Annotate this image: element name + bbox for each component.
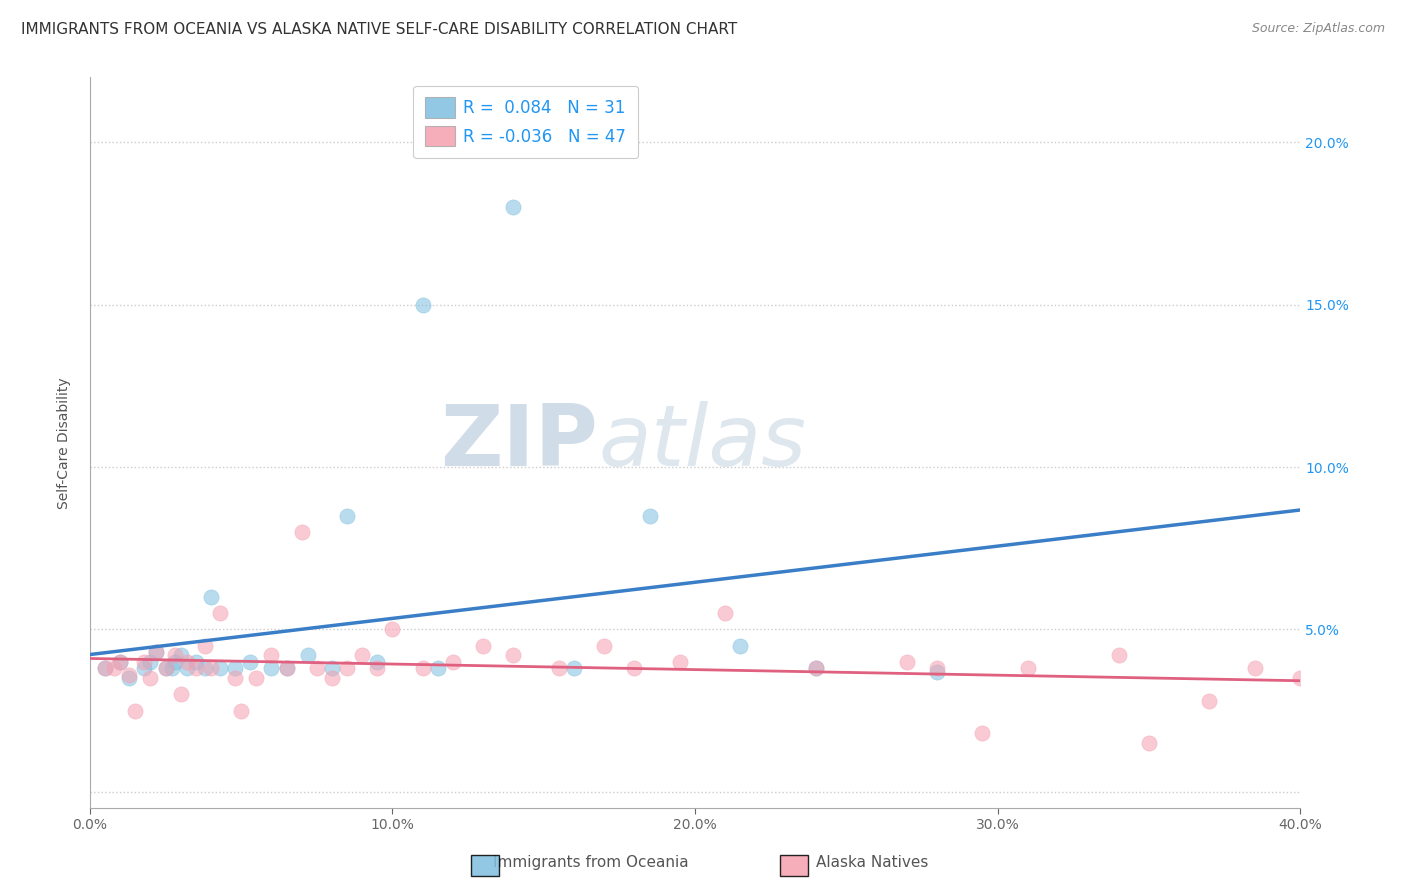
Point bbox=[502, 648, 524, 663]
Point bbox=[623, 661, 645, 675]
Point bbox=[176, 661, 198, 675]
Point bbox=[804, 661, 827, 675]
Point bbox=[336, 661, 359, 675]
Point bbox=[184, 661, 207, 675]
Point bbox=[139, 671, 162, 685]
Point bbox=[562, 661, 585, 675]
Point bbox=[593, 639, 616, 653]
Point bbox=[925, 661, 948, 675]
Text: Alaska Natives: Alaska Natives bbox=[815, 855, 928, 870]
Point bbox=[260, 661, 283, 675]
Point bbox=[160, 661, 183, 675]
Point bbox=[381, 623, 404, 637]
Point bbox=[194, 639, 217, 653]
Point bbox=[896, 655, 918, 669]
Point bbox=[239, 655, 262, 669]
Point bbox=[1137, 736, 1160, 750]
Point bbox=[170, 687, 193, 701]
Legend: R =  0.084   N = 31, R = -0.036   N = 47: R = 0.084 N = 31, R = -0.036 N = 47 bbox=[413, 86, 638, 158]
Y-axis label: Self-Care Disability: Self-Care Disability bbox=[58, 377, 72, 508]
Point bbox=[925, 665, 948, 679]
Point bbox=[321, 671, 343, 685]
Point bbox=[184, 655, 207, 669]
Point bbox=[108, 655, 131, 669]
Text: Source: ZipAtlas.com: Source: ZipAtlas.com bbox=[1251, 22, 1385, 36]
Point bbox=[502, 200, 524, 214]
Point bbox=[352, 648, 374, 663]
Point bbox=[366, 661, 388, 675]
Point bbox=[714, 606, 737, 620]
Point bbox=[155, 661, 177, 675]
Point bbox=[118, 668, 141, 682]
Point bbox=[94, 661, 117, 675]
Point bbox=[103, 661, 125, 675]
Point bbox=[224, 671, 246, 685]
Point bbox=[155, 661, 177, 675]
Point bbox=[170, 648, 193, 663]
Point bbox=[291, 524, 314, 539]
Point bbox=[139, 655, 162, 669]
Point bbox=[231, 704, 253, 718]
Point bbox=[200, 590, 222, 604]
Point bbox=[200, 661, 222, 675]
Text: ZIP: ZIP bbox=[440, 401, 598, 484]
Point bbox=[208, 606, 231, 620]
Point bbox=[260, 648, 283, 663]
Point bbox=[163, 648, 186, 663]
Point bbox=[1108, 648, 1130, 663]
Point bbox=[1243, 661, 1265, 675]
Point bbox=[336, 508, 359, 523]
Point bbox=[366, 655, 388, 669]
Text: Immigrants from Oceania: Immigrants from Oceania bbox=[492, 855, 689, 870]
Point bbox=[124, 704, 146, 718]
Point bbox=[134, 661, 156, 675]
Text: atlas: atlas bbox=[598, 401, 806, 484]
Point bbox=[426, 661, 449, 675]
Point bbox=[472, 639, 495, 653]
Point bbox=[145, 645, 167, 659]
Point bbox=[669, 655, 692, 669]
Point bbox=[194, 661, 217, 675]
Point bbox=[1017, 661, 1039, 675]
Point bbox=[94, 661, 117, 675]
Point bbox=[1198, 694, 1220, 708]
Point bbox=[163, 655, 186, 669]
Point bbox=[176, 655, 198, 669]
Point bbox=[145, 645, 167, 659]
Point bbox=[297, 648, 319, 663]
Point bbox=[224, 661, 246, 675]
Point bbox=[134, 655, 156, 669]
Point bbox=[804, 661, 827, 675]
Point bbox=[547, 661, 569, 675]
Point bbox=[276, 661, 298, 675]
Point bbox=[108, 655, 131, 669]
Point bbox=[638, 508, 661, 523]
Point bbox=[1289, 671, 1312, 685]
Text: IMMIGRANTS FROM OCEANIA VS ALASKA NATIVE SELF-CARE DISABILITY CORRELATION CHART: IMMIGRANTS FROM OCEANIA VS ALASKA NATIVE… bbox=[21, 22, 737, 37]
Point bbox=[118, 671, 141, 685]
Point bbox=[730, 639, 752, 653]
Point bbox=[305, 661, 328, 675]
Point bbox=[412, 298, 434, 312]
Point bbox=[441, 655, 464, 669]
Point bbox=[321, 661, 343, 675]
Point bbox=[245, 671, 267, 685]
Point bbox=[972, 726, 994, 740]
Point bbox=[276, 661, 298, 675]
Point bbox=[412, 661, 434, 675]
Point bbox=[208, 661, 231, 675]
